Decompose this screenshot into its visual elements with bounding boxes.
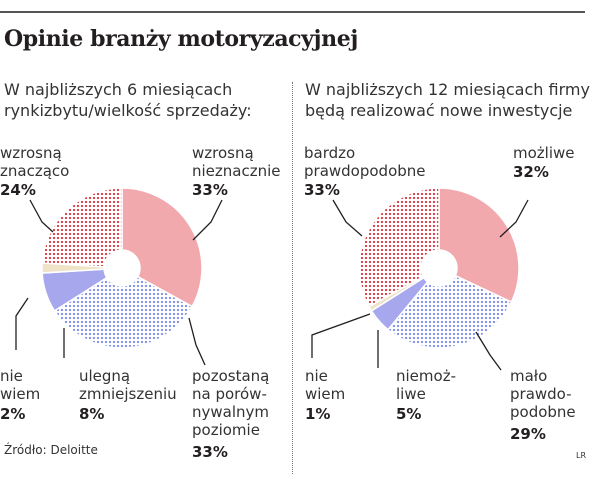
chart-1-slice-1 — [121, 187, 203, 308]
chart-1-label-wzrosna-nieznacznie-line-2: nieznacznie — [192, 162, 281, 180]
leader-line — [15, 297, 29, 350]
leader-line — [188, 317, 206, 366]
chart-1-label-nie-wiem-line-1: nie — [0, 367, 23, 385]
chart-2-value-bardzo-prawdopodobne: 33% — [304, 181, 340, 199]
chart-1-label-pozostana-line-2: na porów- — [192, 385, 267, 403]
chart-1-value-wzrosna-znaczaco: 24% — [0, 181, 36, 199]
chart-2-slice-1 — [438, 187, 520, 304]
chart-1-value-wzrosna-nieznacznie: 33% — [192, 181, 228, 199]
chart-1-subtitle-line-1: W najbliższych 6 miesiącach — [4, 80, 233, 99]
source-note: Źródło: Deloitte — [4, 443, 98, 457]
top-rule — [0, 11, 585, 13]
chart-2-value-niemozliwe: 5% — [396, 405, 422, 423]
leader-line — [29, 199, 54, 233]
chart-2-label-bardzo-prawdopodobne-line-2: prawdopodobne — [304, 162, 426, 180]
chart-2-label-malo-prawdopodobne-line-3: podobne — [510, 403, 576, 421]
chart-1-label-nie-wiem-line-2: wiem — [0, 385, 41, 403]
chart-2-label-nie-wiem-line-2: wiem — [305, 385, 346, 403]
chart-2-slice-2 — [386, 274, 513, 349]
chart-1-label-pozostana-line-1: pozostaną — [192, 367, 270, 385]
chart-1-slice-5 — [41, 187, 123, 268]
leader-line — [311, 313, 371, 358]
chart-1-label-pozostana-line-3: nywalnym — [192, 403, 270, 421]
chart-1-label-wzrosna-nieznacznie-line-1: wzrosną — [192, 144, 254, 162]
chart-1-value-pozostana: 33% — [192, 443, 228, 461]
leader-line — [499, 199, 529, 238]
chart-2-value-nie-wiem: 1% — [305, 405, 331, 423]
chart-1-label-wzrosna-znaczaco-line-1: wzrosną — [0, 144, 62, 162]
chart-2-label-bardzo-prawdopodobne-line-1: bardzo — [304, 144, 356, 162]
chart-1-label-ulegna-zmniejszeniu-line-2: zmniejszeniu — [79, 385, 177, 403]
chart-2-subtitle-line-2: będą realizować nowe inwestycje — [305, 101, 573, 120]
chart-2-slice-5 — [358, 187, 440, 308]
chart-1-label-wzrosna-znaczaco-line-2: znacząco — [0, 162, 70, 180]
chart-1-label-ulegna-zmniejszeniu-line-1: ulegną — [79, 367, 131, 385]
chart-2-label-nie-wiem-line-1: nie — [305, 367, 328, 385]
page-title: Opinie branży motoryzacyjnej — [4, 26, 358, 52]
chart-2-value-malo-prawdopodobne: 29% — [510, 425, 546, 443]
leader-line — [332, 199, 363, 237]
chart-2-label-niemozliwe-line-2: liwe — [396, 385, 426, 403]
chart-1-label-pozostana-line-4: poziomie — [192, 421, 260, 439]
chart-2-label-niemozliwe-line-1: niemoż- — [396, 367, 456, 385]
chart-2-value-mozliwe: 32% — [513, 163, 549, 181]
chart-1-subtitle-line-2: rynkizbytu/wielkość sprzedaży: — [4, 101, 252, 120]
leader-line — [475, 331, 502, 371]
chart-2-label-malo-prawdopodobne-line-1: mało — [510, 367, 548, 385]
author-credit: LR — [576, 451, 587, 460]
chart-1-value-ulegna-zmniejszeniu: 8% — [79, 405, 105, 423]
chart-2-subtitle-line-1: W najbliższych 12 miesiącach firmy — [305, 80, 590, 99]
leader-line — [192, 199, 223, 241]
chart-2-label-mozliwe: możliwe — [513, 144, 575, 162]
chart-1-slice-2 — [53, 275, 194, 349]
column-divider — [292, 82, 293, 474]
chart-1-value-nie-wiem: 2% — [0, 405, 26, 423]
chart-2-label-malo-prawdopodobne-line-2: prawdo- — [510, 385, 572, 403]
